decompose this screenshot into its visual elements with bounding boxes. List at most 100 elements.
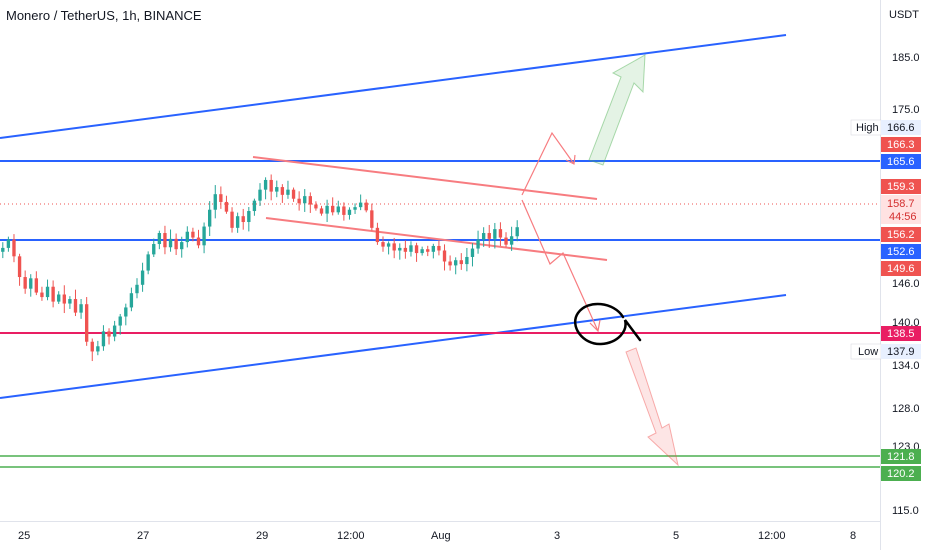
candle-body [291, 189, 296, 199]
descending-channel-top[interactable] [252, 156, 598, 200]
candle-body [202, 226, 206, 246]
badge-120-2-text: 120.2 [887, 468, 915, 480]
candle-body [493, 229, 497, 239]
candle-body [364, 202, 368, 211]
highlight-circle[interactable] [574, 302, 642, 346]
badge-high [881, 120, 921, 135]
candles [1, 174, 519, 362]
candle-body [347, 209, 352, 215]
candle-body [241, 216, 245, 223]
candle-body [420, 249, 424, 254]
candle-body [459, 260, 463, 265]
bearish-path-arrow[interactable] [521, 199, 601, 333]
candle-body [17, 256, 22, 278]
badge-152-6-text: 152.6 [887, 246, 915, 258]
candle-body [247, 211, 251, 223]
candle-body [79, 304, 83, 313]
candle-body [1, 247, 5, 252]
badge-current-text: 158.7 [887, 198, 915, 210]
candle-body [68, 299, 72, 304]
candle-body [286, 189, 290, 195]
candle-body [481, 233, 486, 240]
badge-156-2-text: 156.2 [887, 229, 915, 241]
candle-body [470, 248, 475, 257]
candle-body [213, 194, 217, 210]
descending-channel-bottom[interactable] [265, 217, 608, 261]
candle-body [381, 242, 385, 247]
candle-body [308, 196, 312, 205]
badge-149-6 [881, 261, 921, 276]
badge-166-3-text: 166.3 [887, 139, 915, 151]
badge-138-5 [881, 326, 921, 341]
candle-body [442, 250, 447, 262]
candle-body [336, 206, 340, 213]
candle-body [118, 316, 122, 326]
candle-body [325, 205, 329, 214]
candle-body [448, 261, 452, 266]
candle-body [112, 325, 117, 337]
candle-body [454, 260, 458, 266]
candle-body [409, 245, 413, 252]
candle-body [34, 278, 39, 293]
candle-body [280, 187, 285, 195]
candle-body [191, 231, 195, 238]
badge-149-6-text: 149.6 [887, 263, 915, 275]
badge-166-3 [881, 137, 921, 152]
bullish-path-arrow[interactable] [521, 131, 576, 196]
candle-body [515, 227, 519, 237]
time-tick: 25 [18, 530, 30, 542]
bullish-arrow[interactable] [588, 54, 646, 166]
candle-body [12, 239, 16, 257]
candle-body [353, 207, 357, 210]
candle-body [426, 249, 430, 252]
candle-body [185, 231, 189, 243]
candle-body [386, 243, 391, 247]
time-tick: 12:00 [758, 530, 786, 542]
badge-165-6-text: 165.6 [887, 156, 915, 168]
time-tick: Aug [431, 530, 451, 542]
candle-body [45, 286, 50, 298]
candle-body [235, 216, 240, 228]
badge-138-5-text: 138.5 [887, 328, 915, 340]
time-tick: 5 [673, 530, 679, 542]
candle-body [174, 238, 178, 250]
badge-countdown-text: 44:56 [889, 211, 917, 223]
candle-body [465, 256, 469, 265]
candle-body [57, 294, 61, 302]
candle-body [398, 247, 402, 251]
candle-body [375, 227, 380, 243]
badge-156-2 [881, 227, 921, 242]
candle-body [90, 341, 94, 352]
candle-body [163, 233, 167, 248]
candle-body [146, 254, 150, 271]
low-label: Low [858, 346, 878, 358]
candle-body [414, 245, 419, 254]
price-tick: 175.0 [892, 104, 920, 116]
lower-trendline[interactable] [0, 294, 787, 399]
candle-body [370, 210, 374, 228]
candle-body [487, 233, 491, 239]
badge-120-2 [881, 466, 921, 481]
badge-121-8-text: 121.8 [887, 451, 915, 463]
badge-current [881, 195, 921, 224]
candle-body [303, 196, 307, 204]
candle-body [498, 229, 503, 238]
high-label: High [856, 122, 879, 134]
candle-body [152, 244, 156, 255]
price-tick: 134.0 [892, 360, 920, 372]
price-tick: 115.0 [892, 505, 919, 517]
candle-body [319, 208, 324, 214]
price-tick: 146.0 [892, 278, 920, 290]
candle-body [6, 239, 11, 248]
candle-body [504, 237, 508, 245]
upper-trendline[interactable] [0, 34, 787, 139]
candle-body [403, 247, 408, 252]
candle-body [331, 205, 335, 213]
candle-body [180, 242, 184, 250]
candle-body [23, 277, 27, 289]
candle-body [263, 179, 268, 190]
candle-body [297, 198, 301, 204]
candle-body [342, 206, 346, 215]
bearish-arrow[interactable] [625, 347, 679, 467]
